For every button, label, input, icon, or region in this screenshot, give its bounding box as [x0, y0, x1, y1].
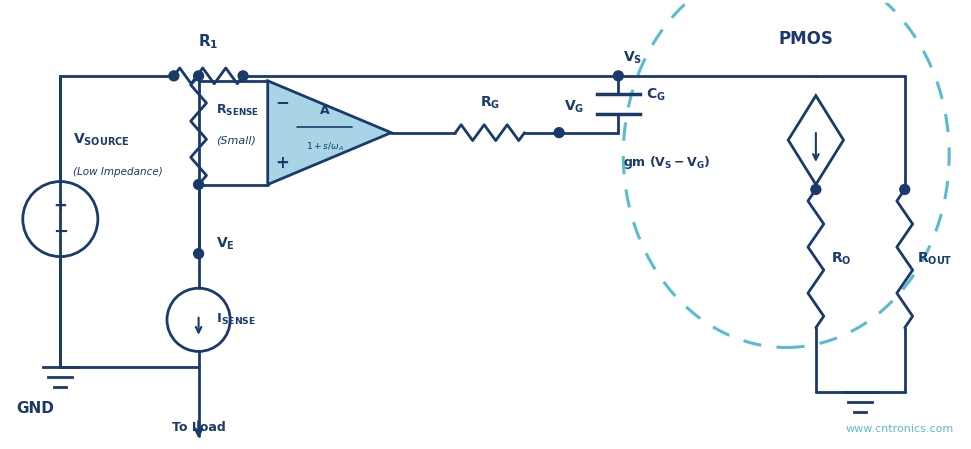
Text: To Load: To Load — [172, 421, 225, 434]
Text: $\mathbf{R_O}$: $\mathbf{R_O}$ — [830, 251, 852, 267]
Text: $\mathbf{I_{SENSE}}$: $\mathbf{I_{SENSE}}$ — [217, 312, 256, 327]
Text: $\mathbf{R_{OUT}}$: $\mathbf{R_{OUT}}$ — [917, 251, 953, 267]
Text: $\mathbf{V_S}$: $\mathbf{V_S}$ — [623, 49, 643, 66]
Circle shape — [193, 249, 204, 259]
Text: GND: GND — [16, 401, 53, 416]
Circle shape — [900, 185, 910, 194]
Text: $\mathbf{gm\ (V_S - V_G)}$: $\mathbf{gm\ (V_S - V_G)}$ — [623, 154, 711, 172]
Circle shape — [554, 128, 564, 137]
Circle shape — [811, 185, 820, 194]
Text: (Small): (Small) — [217, 135, 256, 145]
Text: www.cntronics.com: www.cntronics.com — [846, 424, 954, 434]
Polygon shape — [788, 96, 844, 185]
Text: $\mathbf{R_{SENSE}}$: $\mathbf{R_{SENSE}}$ — [217, 103, 259, 118]
Text: $\mathbf{R_1}$: $\mathbf{R_1}$ — [198, 32, 218, 51]
Circle shape — [238, 71, 248, 81]
Text: $\mathbf{V_E}$: $\mathbf{V_E}$ — [217, 236, 235, 252]
Text: $1 + s/\omega_A$: $1 + s/\omega_A$ — [306, 140, 344, 153]
Text: $\mathbf{R_G}$: $\mathbf{R_G}$ — [480, 95, 500, 111]
Text: A: A — [319, 105, 329, 118]
Text: +: + — [53, 197, 67, 215]
Text: −: − — [276, 93, 289, 111]
Circle shape — [193, 71, 204, 81]
Text: $\mathbf{V_{SOURCE}}$: $\mathbf{V_{SOURCE}}$ — [73, 132, 130, 148]
Circle shape — [169, 71, 179, 81]
Text: +: + — [276, 154, 289, 172]
Text: (Low Impedance): (Low Impedance) — [73, 167, 163, 176]
Circle shape — [193, 180, 204, 189]
Polygon shape — [268, 81, 391, 185]
Text: $\mathbf{V_G}$: $\mathbf{V_G}$ — [564, 98, 585, 115]
Circle shape — [614, 71, 623, 81]
Text: PMOS: PMOS — [779, 30, 833, 48]
Text: −: − — [52, 223, 68, 241]
Text: $\mathbf{C_G}$: $\mathbf{C_G}$ — [646, 86, 665, 102]
